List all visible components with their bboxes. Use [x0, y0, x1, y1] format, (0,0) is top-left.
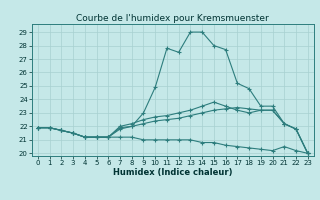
X-axis label: Humidex (Indice chaleur): Humidex (Indice chaleur)	[113, 168, 233, 177]
Title: Courbe de l'humidex pour Kremsmuenster: Courbe de l'humidex pour Kremsmuenster	[76, 14, 269, 23]
